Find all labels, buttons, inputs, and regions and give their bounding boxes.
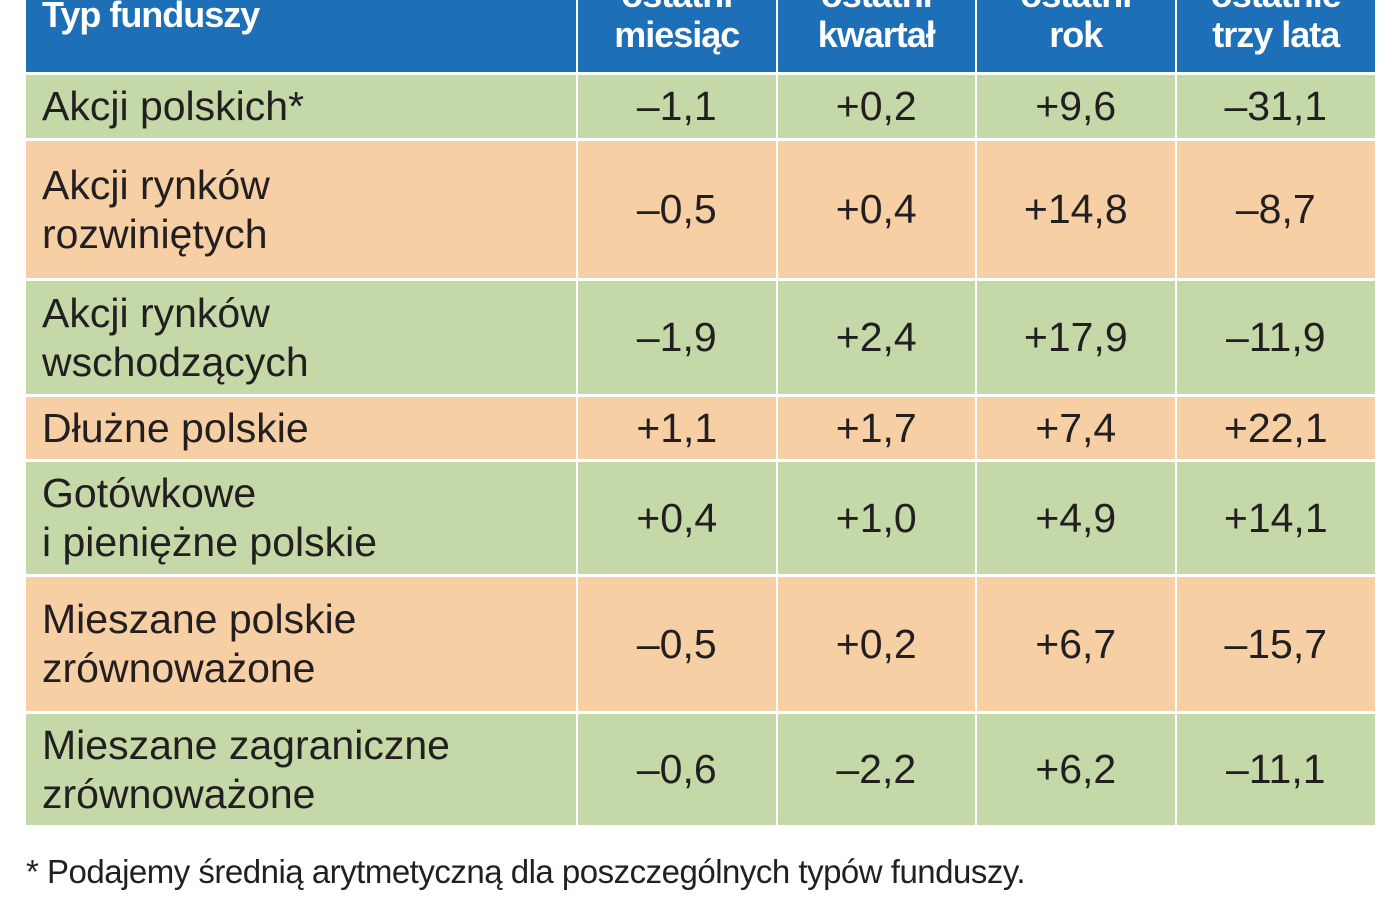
row-label: Dłużne polskie bbox=[26, 394, 578, 461]
table-row: Mieszane zagraniczne zrównoważone –0,6 –2… bbox=[26, 711, 1375, 825]
header-three-years: ostatnietrzy lata bbox=[1175, 0, 1375, 74]
header-last-year: ostatnirok bbox=[976, 0, 1177, 74]
value-last-year: +7,4 bbox=[976, 394, 1177, 461]
value-last-month: +0,4 bbox=[577, 459, 778, 576]
footnote: * Podajemy średnią arytmetyczną dla posz… bbox=[26, 853, 1026, 890]
value-last-year: +6,7 bbox=[976, 574, 1177, 713]
value-last-quarter: +1,0 bbox=[776, 459, 977, 576]
value-three-years: +22,1 bbox=[1175, 394, 1375, 461]
value-last-quarter: –2,2 bbox=[776, 711, 977, 825]
row-label: Akcji rynków wschodzących bbox=[26, 278, 578, 396]
value-last-month: –0,5 bbox=[577, 138, 778, 280]
value-three-years: –8,7 bbox=[1175, 138, 1375, 280]
value-last-year: +17,9 bbox=[976, 278, 1177, 396]
table-row: Mieszane polskie zrównoważone –0,5 +0,2 +… bbox=[26, 574, 1375, 713]
table-row: Akcji rynków rozwiniętych –0,5 +0,4 +14,8… bbox=[26, 138, 1375, 280]
value-three-years: –31,1 bbox=[1175, 72, 1375, 140]
table-row: Akcji rynków wschodzących –1,9 +2,4 +17,9… bbox=[26, 278, 1375, 396]
value-three-years: –11,9 bbox=[1175, 278, 1375, 396]
row-label: Akcji polskich* bbox=[26, 72, 578, 140]
value-last-month: –1,9 bbox=[577, 278, 778, 396]
value-last-month: +1,1 bbox=[577, 394, 778, 461]
fund-returns-table: Typ funduszy ostatnimiesiąc ostatnikwart… bbox=[26, 0, 1375, 825]
value-three-years: +14,1 bbox=[1175, 459, 1375, 576]
value-last-quarter: +0,2 bbox=[776, 574, 977, 713]
value-last-quarter: +0,4 bbox=[776, 138, 977, 280]
value-last-quarter: +2,4 bbox=[776, 278, 977, 396]
table-header-row: Typ funduszy ostatnimiesiąc ostatnikwart… bbox=[26, 0, 1375, 74]
value-last-month: –0,6 bbox=[577, 711, 778, 825]
row-label: Mieszane polskie zrównoważone bbox=[26, 574, 578, 713]
value-last-year: +9,6 bbox=[976, 72, 1177, 140]
header-last-quarter: ostatnikwartał bbox=[776, 0, 977, 74]
fund-returns-table-container: Typ funduszy ostatnimiesiąc ostatnikwart… bbox=[26, 0, 1375, 825]
value-last-year: +14,8 bbox=[976, 138, 1177, 280]
value-last-month: –1,1 bbox=[577, 72, 778, 140]
table-row: Gotówkowe i pieniężne polskie +0,4 +1,0 +… bbox=[26, 459, 1375, 576]
value-three-years: –15,7 bbox=[1175, 574, 1375, 713]
table-row: Dłużne polskie +1,1 +1,7 +7,4 +22,1 bbox=[26, 394, 1375, 461]
row-label: Gotówkowe i pieniężne polskie bbox=[26, 459, 578, 576]
row-label: Akcji rynków rozwiniętych bbox=[26, 138, 578, 280]
header-last-month: ostatnimiesiąc bbox=[577, 0, 778, 74]
value-three-years: –11,1 bbox=[1175, 711, 1375, 825]
value-last-quarter: +1,7 bbox=[776, 394, 977, 461]
value-last-year: +6,2 bbox=[976, 711, 1177, 825]
value-last-month: –0,5 bbox=[577, 574, 778, 713]
value-last-quarter: +0,2 bbox=[776, 72, 977, 140]
value-last-year: +4,9 bbox=[976, 459, 1177, 576]
row-label: Mieszane zagraniczne zrównoważone bbox=[26, 711, 578, 825]
table-row: Akcji polskich* –1,1 +0,2 +9,6 –31,1 bbox=[26, 72, 1375, 140]
header-fund-type: Typ funduszy bbox=[26, 0, 578, 74]
